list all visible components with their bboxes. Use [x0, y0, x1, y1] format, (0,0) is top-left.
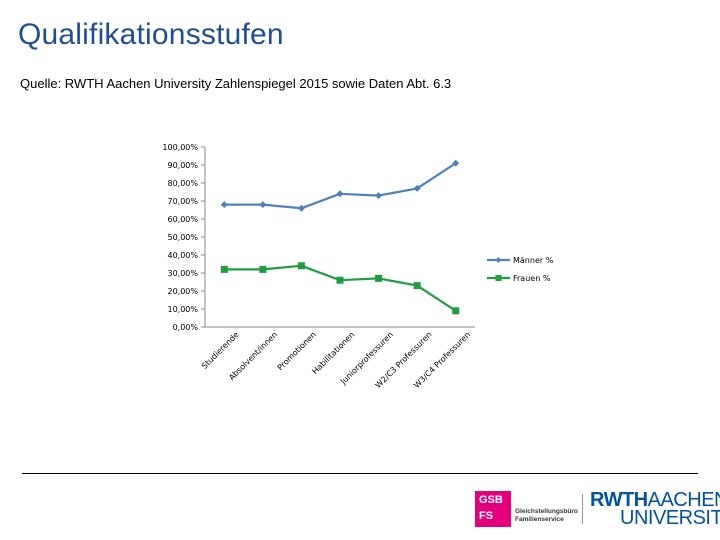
- gsb-caption: Gleichstellungsbüro Familienservice: [515, 508, 578, 524]
- y-tick-label: 50,00%: [167, 233, 198, 242]
- page-title: Qualifikationsstufen: [18, 18, 284, 51]
- footer-divider: [22, 473, 698, 474]
- gsb-caption-line2: Familienservice: [515, 516, 564, 523]
- y-tick-label: 90,00%: [167, 161, 198, 170]
- rwth-logo-light: AACHEN: [647, 489, 720, 511]
- logo-divider: [582, 494, 583, 524]
- data-point-maenner: [375, 192, 383, 200]
- data-point-maenner: [336, 190, 344, 198]
- legend-marker-frauen: [495, 275, 502, 281]
- y-tick-label: 70,00%: [167, 197, 198, 206]
- series-line-frauen: [224, 264, 457, 312]
- legend-marker-maenner: [495, 257, 502, 263]
- data-point-maenner: [297, 204, 305, 212]
- data-point-maenner: [452, 159, 460, 167]
- y-tick-label: 10,00%: [167, 305, 198, 314]
- data-point-frauen: [220, 265, 228, 273]
- data-point-frauen: [413, 282, 421, 290]
- y-tick-label: 30,00%: [167, 269, 198, 278]
- data-point-maenner: [259, 201, 267, 209]
- data-point-frauen: [297, 262, 305, 270]
- data-point-maenner: [413, 184, 421, 192]
- gsb-logo-line1: GSB: [479, 494, 503, 506]
- source-note: Quelle: RWTH Aachen University Zahlenspi…: [20, 76, 452, 91]
- gsb-logo-line2: FS: [479, 510, 494, 522]
- rwth-logo-line1: RWTHAACHEN: [590, 490, 720, 510]
- y-tick-label: 80,00%: [167, 179, 198, 188]
- data-point-frauen: [259, 265, 267, 273]
- y-tick-label: 40,00%: [167, 251, 198, 260]
- data-point-frauen: [452, 307, 460, 315]
- x-category-label: Promotionen: [276, 330, 318, 372]
- data-point-frauen: [375, 274, 383, 282]
- legend-label: Männer %: [513, 256, 554, 265]
- y-tick-label: 60,00%: [167, 215, 198, 224]
- line-chart: 100,00% 90,00% 80,00% 70,00% 60,00% 50,00% 40,…: [162, 143, 554, 390]
- rwth-logo-bold: RWTH: [590, 489, 648, 511]
- gsb-caption-line1: Gleichstellungsbüro: [515, 508, 578, 515]
- x-category-label: Studierende: [200, 330, 241, 371]
- data-point-maenner: [220, 201, 228, 209]
- rwth-logo-line2: UNIVERSITY: [620, 507, 720, 529]
- series-line-maenner: [224, 162, 457, 210]
- y-tick-label: 0,00%: [173, 323, 199, 332]
- legend-label: Frauen %: [513, 274, 551, 283]
- data-point-frauen: [336, 276, 344, 284]
- y-tick-label: 100,00%: [162, 143, 198, 152]
- gsb-fs-logo: GSB FS: [475, 491, 511, 527]
- y-tick-label: 20,00%: [167, 287, 198, 296]
